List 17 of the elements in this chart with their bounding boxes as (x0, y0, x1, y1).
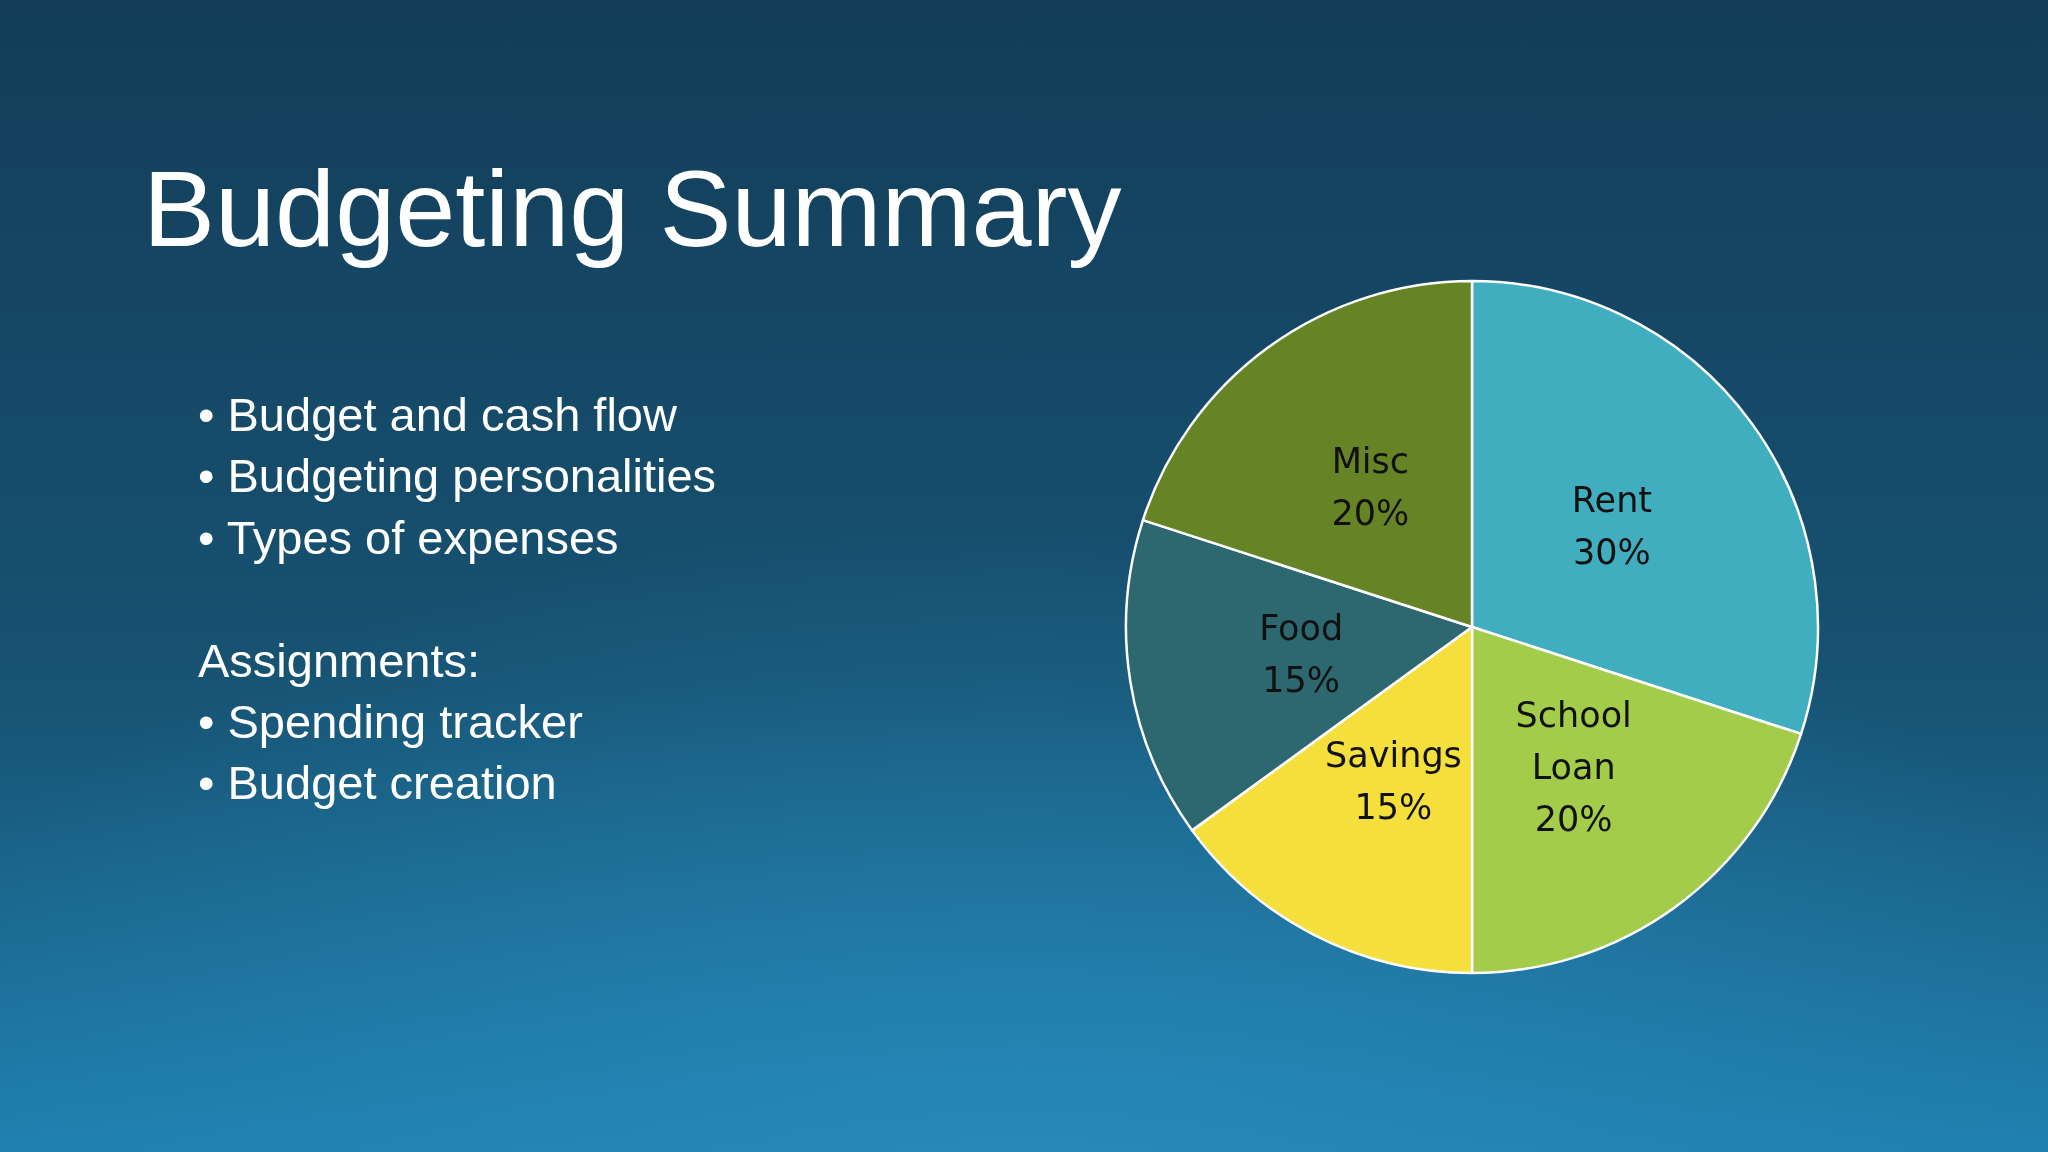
data-label: 20% (1534, 799, 1613, 840)
slice-label: Food (1259, 608, 1344, 649)
chart-title: Budgeting Summary (143, 148, 1122, 269)
text: • Types of expenses (198, 510, 619, 564)
data-label: 30% (1573, 531, 1651, 572)
text: • Budgeting personalities (198, 449, 717, 503)
slice-label: Rent (1571, 479, 1653, 520)
text: • Budget and cash flow (198, 388, 678, 441)
text: • Budget creation (198, 756, 557, 810)
slice-label: Savings (1325, 735, 1462, 776)
data-label: 15% (1262, 660, 1341, 701)
data-label: 15% (1354, 787, 1433, 828)
text: Assignments: (198, 633, 481, 687)
slice-label: School Loan (1515, 695, 1632, 788)
slice-label: Misc (1331, 441, 1410, 482)
data-label: 20% (1331, 493, 1410, 534)
text: • Spending tracker (198, 695, 583, 748)
